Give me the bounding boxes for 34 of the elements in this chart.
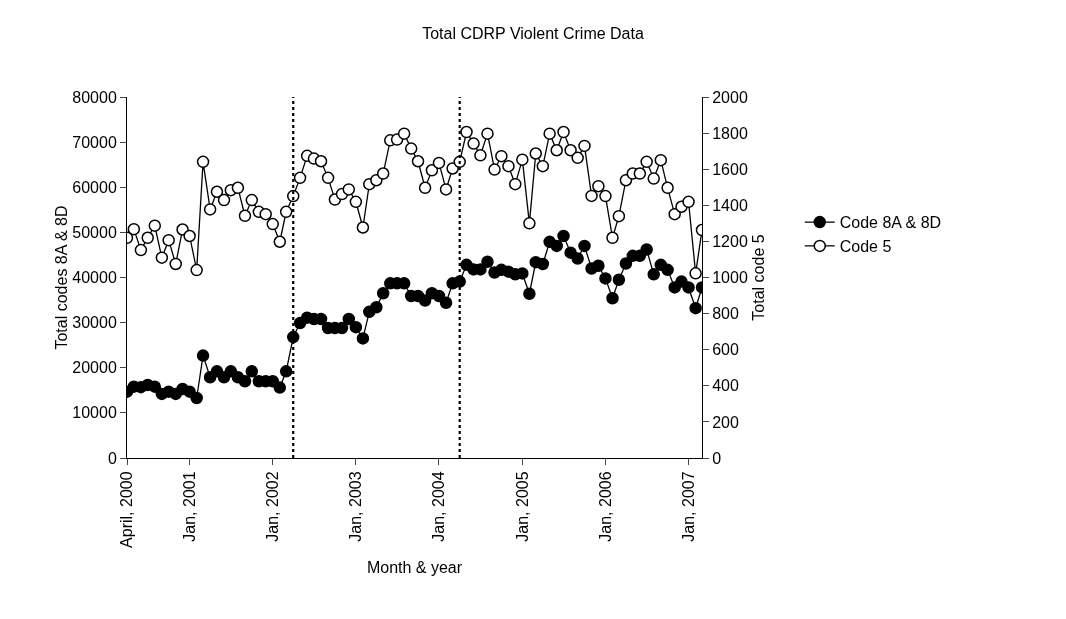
legend-label: Code 8A & 8D <box>839 214 942 232</box>
x-tick-label: Jan, 2006 <box>596 471 614 542</box>
y-tick-label: 40000 <box>72 269 117 287</box>
y-tick-label: 60000 <box>72 178 117 196</box>
x-tick-label: Jan, 2003 <box>347 471 365 542</box>
y2-tick-label: 2000 <box>712 88 748 106</box>
y-axis-title: Total codes 8A & 8D <box>53 205 71 350</box>
y-tick-label: 80000 <box>72 88 117 106</box>
y-tick-label: 30000 <box>72 314 117 332</box>
x-tick-label: Jan, 2005 <box>513 471 531 542</box>
y-tick-label: 70000 <box>72 133 117 151</box>
x-tick-label: April, 2000 <box>118 471 136 548</box>
y2-tick-label: 1600 <box>712 160 748 178</box>
y2-tick-label: 400 <box>712 377 739 395</box>
y-tick-label: 20000 <box>72 359 117 377</box>
y2-tick-label: 1000 <box>712 269 748 287</box>
y-tick-label: 0 <box>107 449 117 467</box>
y2-tick-label: 600 <box>712 341 739 359</box>
y2-tick-label: 200 <box>712 413 739 431</box>
x-axis-title: Month & year <box>366 558 463 576</box>
y2-tick-label: 1200 <box>712 233 748 250</box>
chart-title: Total CDRP Violent Crime Data <box>422 25 644 43</box>
legend-label: Code 5 <box>839 238 892 256</box>
y2-tick-label: 1400 <box>712 196 748 214</box>
x-tick-label: Jan, 2002 <box>263 471 281 542</box>
y-tick-label: 50000 <box>72 223 117 241</box>
y2-tick-label: 0 <box>712 449 722 467</box>
x-tick-label: Jan, 2001 <box>180 471 198 542</box>
y2-tick-label: 1800 <box>712 124 748 142</box>
y2-axis-title: Total code 5 <box>749 234 767 321</box>
y2-tick-label: 800 <box>712 305 739 323</box>
x-tick-label: Jan, 2004 <box>430 471 448 542</box>
y-tick-label: 10000 <box>72 404 117 422</box>
x-tick-label: Jan, 2007 <box>679 471 697 542</box>
